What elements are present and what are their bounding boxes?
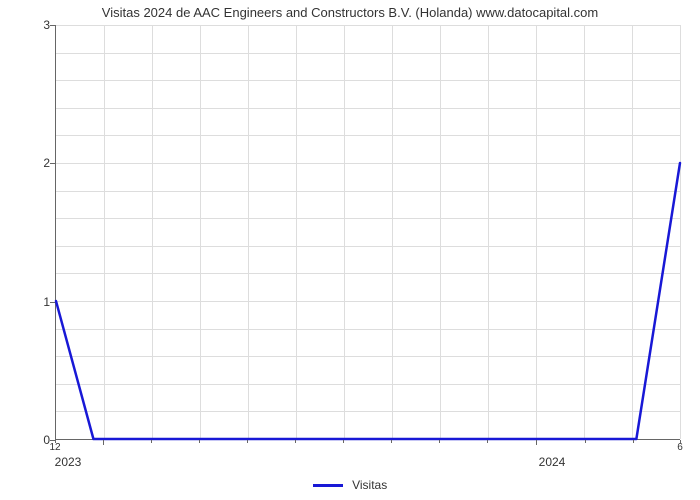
x-tick-major-2024: 2024 <box>539 455 566 469</box>
x-minor-tick <box>295 440 296 443</box>
chart-title: Visitas 2024 de AAC Engineers and Constr… <box>0 5 700 20</box>
y-tick-label-0: 0 <box>30 433 50 447</box>
x-minor-tick <box>151 440 152 443</box>
x-tick-minor-start: 12 <box>49 442 60 453</box>
x-major-tick <box>103 440 104 445</box>
x-minor-tick <box>247 440 248 443</box>
x-minor-tick <box>55 440 56 443</box>
x-tick-minor-end: 6 <box>677 442 683 453</box>
chart-container: Visitas 2024 de AAC Engineers and Constr… <box>0 0 700 500</box>
plot-area <box>55 25 680 440</box>
y-tick-label-1: 1 <box>30 295 50 309</box>
legend-label: Visitas <box>352 478 387 492</box>
y-tick-label-2: 2 <box>30 156 50 170</box>
x-minor-tick <box>487 440 488 443</box>
line-series <box>56 25 680 439</box>
legend-line-icon <box>313 484 343 487</box>
y-tick-label-3: 3 <box>30 18 50 32</box>
x-minor-tick <box>439 440 440 443</box>
x-minor-tick <box>633 440 634 443</box>
x-minor-tick <box>680 440 681 443</box>
x-minor-tick <box>585 440 586 443</box>
x-minor-tick <box>391 440 392 443</box>
x-minor-tick <box>199 440 200 443</box>
legend: Visitas <box>0 478 700 492</box>
x-minor-tick <box>343 440 344 443</box>
x-tick-major-2023: 2023 <box>55 455 82 469</box>
x-major-tick <box>536 440 537 445</box>
